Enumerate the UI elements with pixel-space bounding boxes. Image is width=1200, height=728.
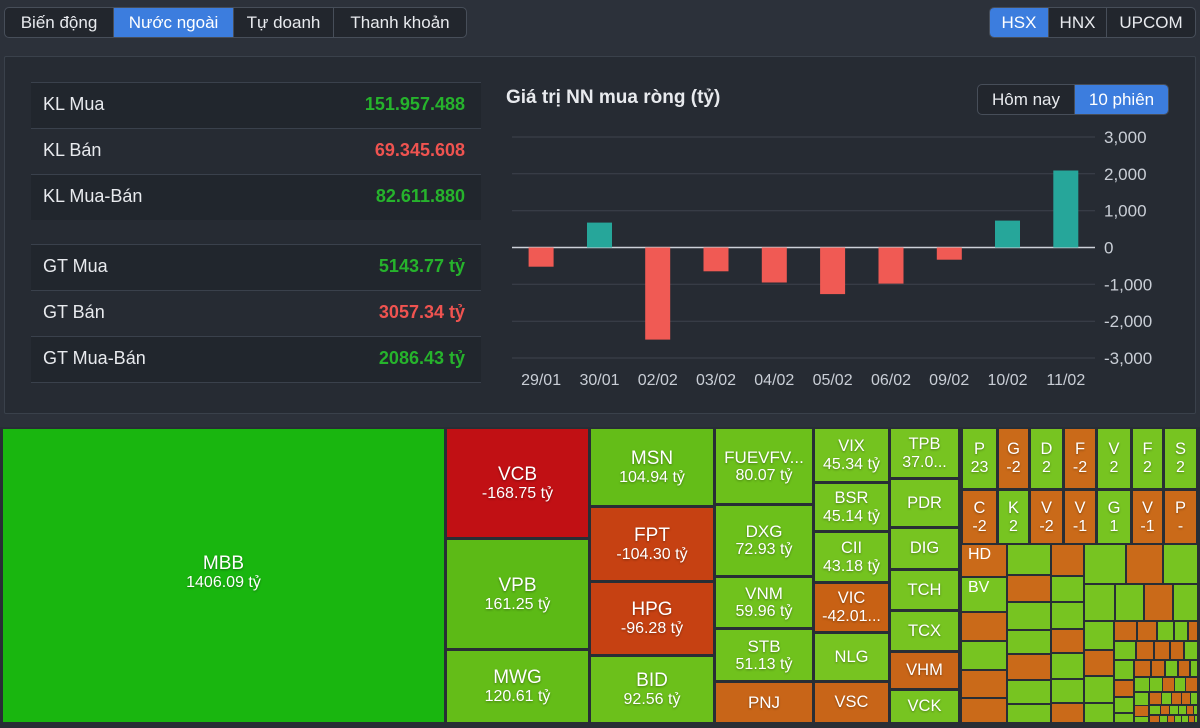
svg-text:10/02: 10/02	[987, 372, 1027, 389]
svg-text:04/02: 04/02	[754, 372, 794, 389]
svg-text:-1,000: -1,000	[1104, 275, 1152, 294]
svg-text:02/02: 02/02	[638, 372, 678, 389]
svg-text:-2,000: -2,000	[1104, 312, 1152, 331]
svg-text:06/02: 06/02	[871, 372, 911, 389]
svg-text:30/01: 30/01	[579, 372, 619, 389]
svg-text:1,000: 1,000	[1104, 202, 1147, 221]
svg-text:11/02: 11/02	[1046, 372, 1085, 389]
svg-text:05/02: 05/02	[813, 372, 853, 389]
svg-text:09/02: 09/02	[929, 372, 969, 389]
svg-text:29/01: 29/01	[521, 372, 561, 389]
svg-text:3,000: 3,000	[1104, 128, 1147, 147]
svg-text:-3,000: -3,000	[1104, 349, 1152, 368]
svg-text:0: 0	[1104, 239, 1113, 258]
svg-text:03/02: 03/02	[696, 372, 736, 389]
svg-text:2,000: 2,000	[1104, 165, 1147, 184]
